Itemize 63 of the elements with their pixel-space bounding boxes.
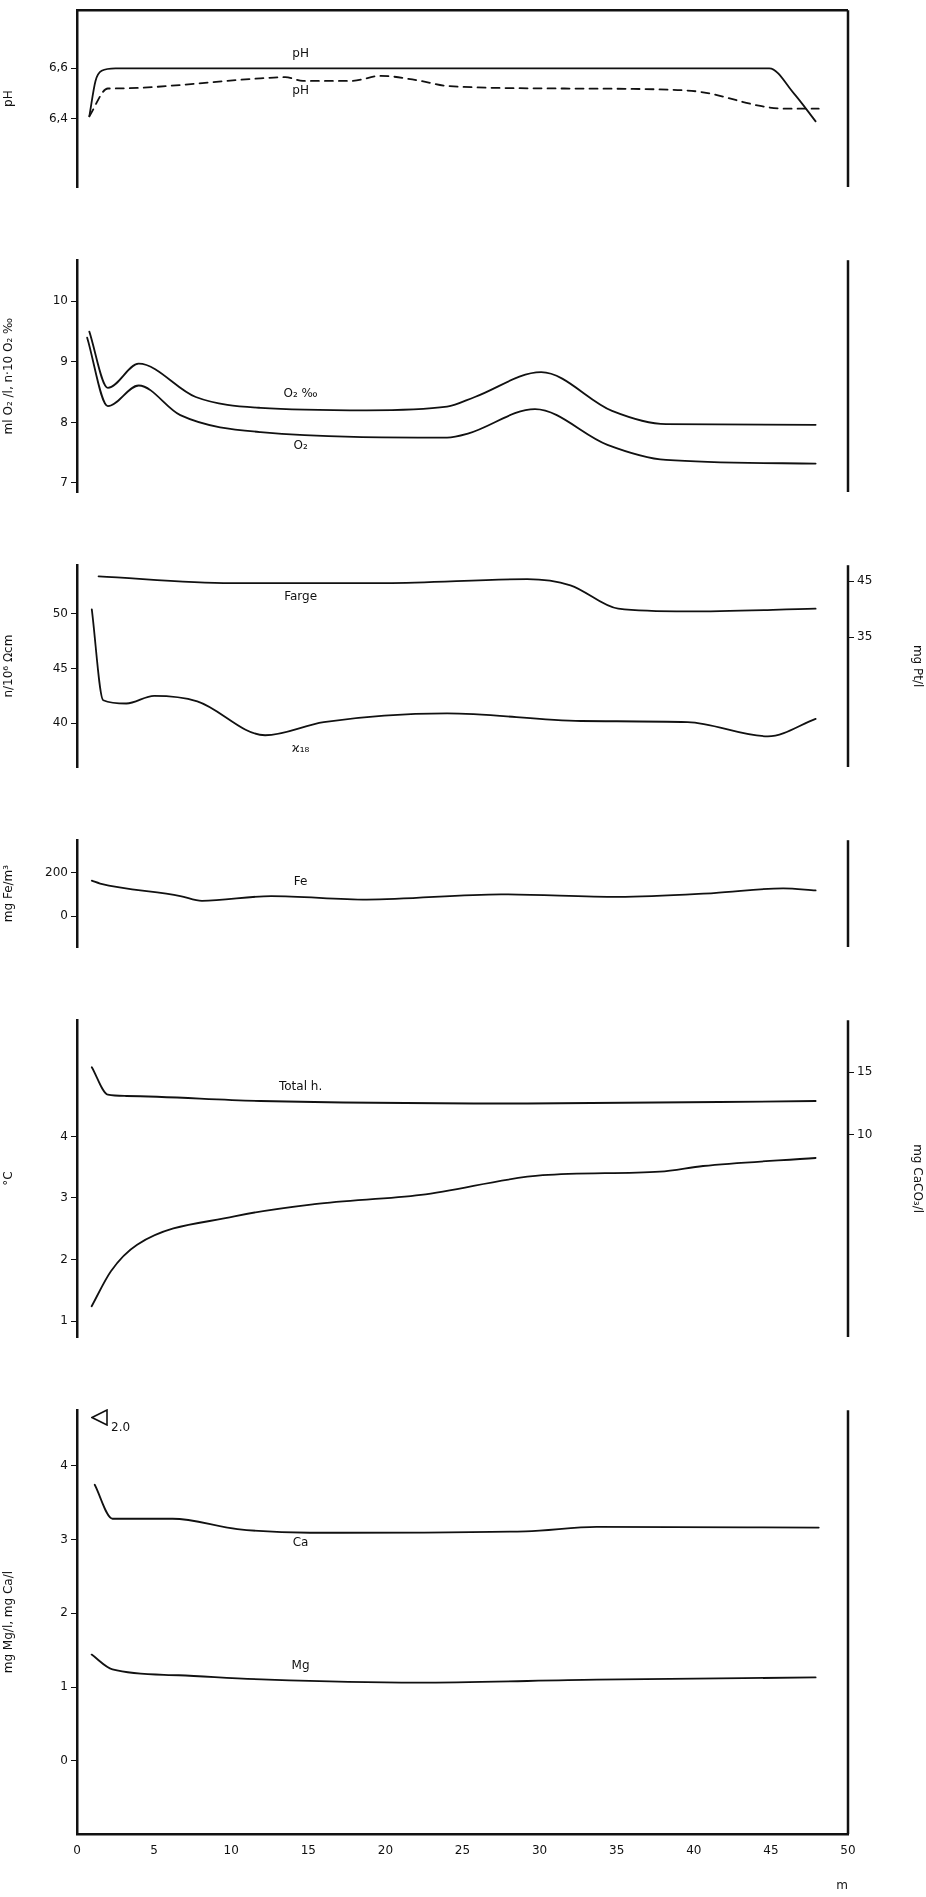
line-series <box>90 1066 817 1105</box>
annotation: 2.0 <box>111 1420 131 1435</box>
x-tick-label: 5 <box>150 1843 158 1858</box>
x-tick-label: 35 <box>609 1843 625 1858</box>
y-tick-label: 3 <box>60 1190 68 1205</box>
y-tick-label: 3 <box>60 1531 68 1546</box>
x-tick-label: 25 <box>454 1843 471 1858</box>
y2-tick-label: 35 <box>857 629 873 644</box>
y-tick-label: 2 <box>60 1605 68 1620</box>
x-tick-label: 50 <box>840 1843 856 1858</box>
line-series <box>90 1653 817 1684</box>
x-axis-title: m <box>836 1877 848 1892</box>
y-tick-label: 6,6 <box>48 60 68 75</box>
y2-axis-title: mg Pt/l <box>910 644 925 688</box>
series-label: ϰ₁₈ <box>291 741 310 756</box>
y2-tick-label: 15 <box>857 1064 873 1079</box>
y2-tick-label: 10 <box>857 1126 873 1141</box>
series-label: Ca <box>292 1535 309 1550</box>
y-tick-label: 1 <box>60 1679 68 1694</box>
line-series <box>90 608 817 738</box>
y-tick-label: 50 <box>52 605 68 620</box>
series-label: pH <box>292 46 309 61</box>
y-tick-label: 7 <box>60 475 68 490</box>
x-tick-label: 0 <box>73 1843 81 1858</box>
series-label: O₂ ‰ <box>283 386 318 400</box>
line-series <box>90 1157 817 1308</box>
y-tick-label: 9 <box>60 354 68 368</box>
y-axis-title: mg Fe/m³ <box>1 864 16 923</box>
line-series <box>86 336 817 465</box>
y-axis-title: ml O₂ /l, n·10 O₂ ‰ <box>1 317 16 435</box>
series-label: O₂ <box>293 438 308 453</box>
y-axis-title: pH <box>1 90 16 107</box>
series-label: Fe <box>293 874 308 889</box>
y-tick-label: 40 <box>52 715 68 730</box>
y-tick-label: 2 <box>60 1251 68 1266</box>
x-tick-label: 30 <box>531 1843 548 1858</box>
y-tick-label: 4 <box>60 1457 68 1472</box>
y-tick-label: 8 <box>60 414 68 429</box>
y-axis-title: n/10⁶ Ωcm <box>1 634 16 698</box>
x-tick-label: 15 <box>300 1843 316 1858</box>
line-series <box>93 1483 820 1534</box>
y-axis-title: °C <box>1 1171 16 1186</box>
y-tick-label: 4 <box>60 1128 68 1143</box>
series-label: Total h. <box>277 1079 323 1094</box>
x-tick-label: 10 <box>223 1843 239 1858</box>
y-tick-label: 1 <box>60 1313 68 1328</box>
series-label: Mg <box>291 1657 310 1672</box>
x-tick-label: 20 <box>377 1843 394 1858</box>
y-tick-label: 10 <box>52 293 68 308</box>
line-series <box>97 575 817 613</box>
y-tick-label: 0 <box>60 908 68 923</box>
line-series <box>88 330 817 426</box>
y-axis-title: mg Mg/l, mg Ca/l <box>1 1570 16 1674</box>
series-label: pH <box>292 83 309 98</box>
x-tick-label: 40 <box>686 1843 702 1858</box>
series-label: Farge <box>284 589 318 604</box>
y-tick-label: 200 <box>45 865 68 880</box>
y-tick-label: 0 <box>60 1753 68 1768</box>
x-tick-label: 45 <box>763 1843 779 1858</box>
y-tick-label: 45 <box>52 660 68 675</box>
y-tick-label: 6,4 <box>48 110 68 125</box>
y2-tick-label: 45 <box>857 573 873 588</box>
y2-axis-title: mg CaCO₃/l <box>910 1144 925 1214</box>
